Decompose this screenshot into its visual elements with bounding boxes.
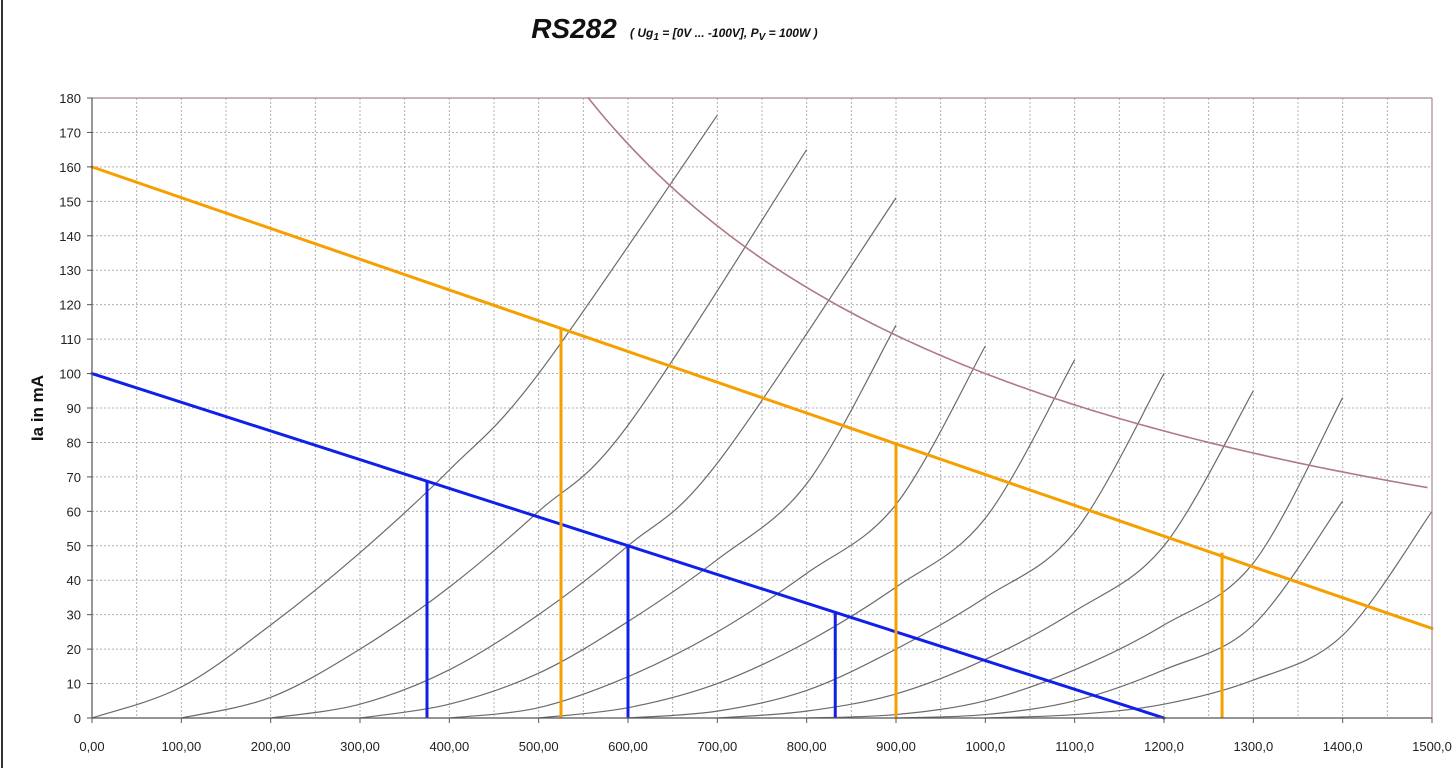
y-tick-label: 50 (67, 539, 81, 554)
characteristic-curve-10 (895, 500, 1344, 719)
x-tick-label: 500,00 (519, 739, 559, 754)
y-tick-label: 130 (59, 263, 81, 278)
characteristic-curve-4 (359, 325, 897, 719)
y-tick-label: 100 (59, 367, 81, 382)
grid (92, 98, 1432, 718)
x-tick-label: 700,00 (697, 739, 737, 754)
characteristic-curve-3 (270, 197, 897, 719)
y-tick-label: 60 (67, 504, 81, 519)
y-tick-label: 140 (59, 229, 81, 244)
x-tick-label: 400,00 (429, 739, 469, 754)
characteristic-curve-7 (627, 373, 1165, 719)
y-tick-label: 160 (59, 160, 81, 175)
y-tick-label: 90 (67, 401, 81, 416)
x-tick-label: 1500,0 (1412, 739, 1452, 754)
chart-title: RS282 (531, 13, 617, 44)
y-tick-label: 0 (74, 711, 81, 726)
y-tick-label: 150 (59, 194, 81, 209)
max-power-curve (587, 96, 1428, 489)
axes: 0 10 20 30 40 50 60 70 80 90 100 110 120 130 140 150 160… (59, 91, 1452, 754)
x-tick-label: 600,00 (608, 739, 648, 754)
x-tick-label: 1300,0 (1233, 739, 1273, 754)
y-tick-label: 80 (67, 435, 81, 450)
y-tick-label: 110 (60, 332, 81, 347)
x-tick-label: 300,00 (340, 739, 380, 754)
x-tick-label: 0,00 (79, 739, 104, 754)
y-tick-label: 120 (59, 298, 81, 313)
characteristic-curve-9 (806, 397, 1344, 719)
y-tick-label: 70 (67, 470, 81, 485)
y-tick-label: 180 (59, 91, 81, 106)
y-tick-label: 170 (59, 125, 81, 140)
x-tick-label: 1000,0 (965, 739, 1005, 754)
y-tick-label: 10 (67, 677, 81, 692)
x-tick-label: 1100,0 (1055, 739, 1094, 754)
characteristic-curve-5 (449, 345, 986, 719)
x-tick-label: 900,00 (876, 739, 916, 754)
chart-subtitle: ( Ug1 = [0V ... -100V], PV = 100W ) (630, 26, 818, 43)
x-tick-label: 1400,0 (1323, 739, 1363, 754)
characteristic-curve-1 (91, 114, 718, 719)
characteristic-curve-8 (717, 390, 1254, 719)
y-tick-label: 40 (67, 573, 81, 588)
x-tick-label: 100,00 (161, 739, 201, 754)
characteristic-curve-2 (181, 149, 808, 719)
y-tick-label: 30 (67, 608, 81, 623)
y-tick-label: 20 (67, 642, 81, 657)
x-tick-label: 1200,0 (1144, 739, 1184, 754)
y-axis-label: Ia in mA (28, 375, 47, 441)
x-tick-label: 800,00 (787, 739, 827, 754)
plot-area (90, 96, 1434, 720)
load-line-1 (90, 165, 1434, 630)
x-tick-label: 200,00 (251, 739, 291, 754)
